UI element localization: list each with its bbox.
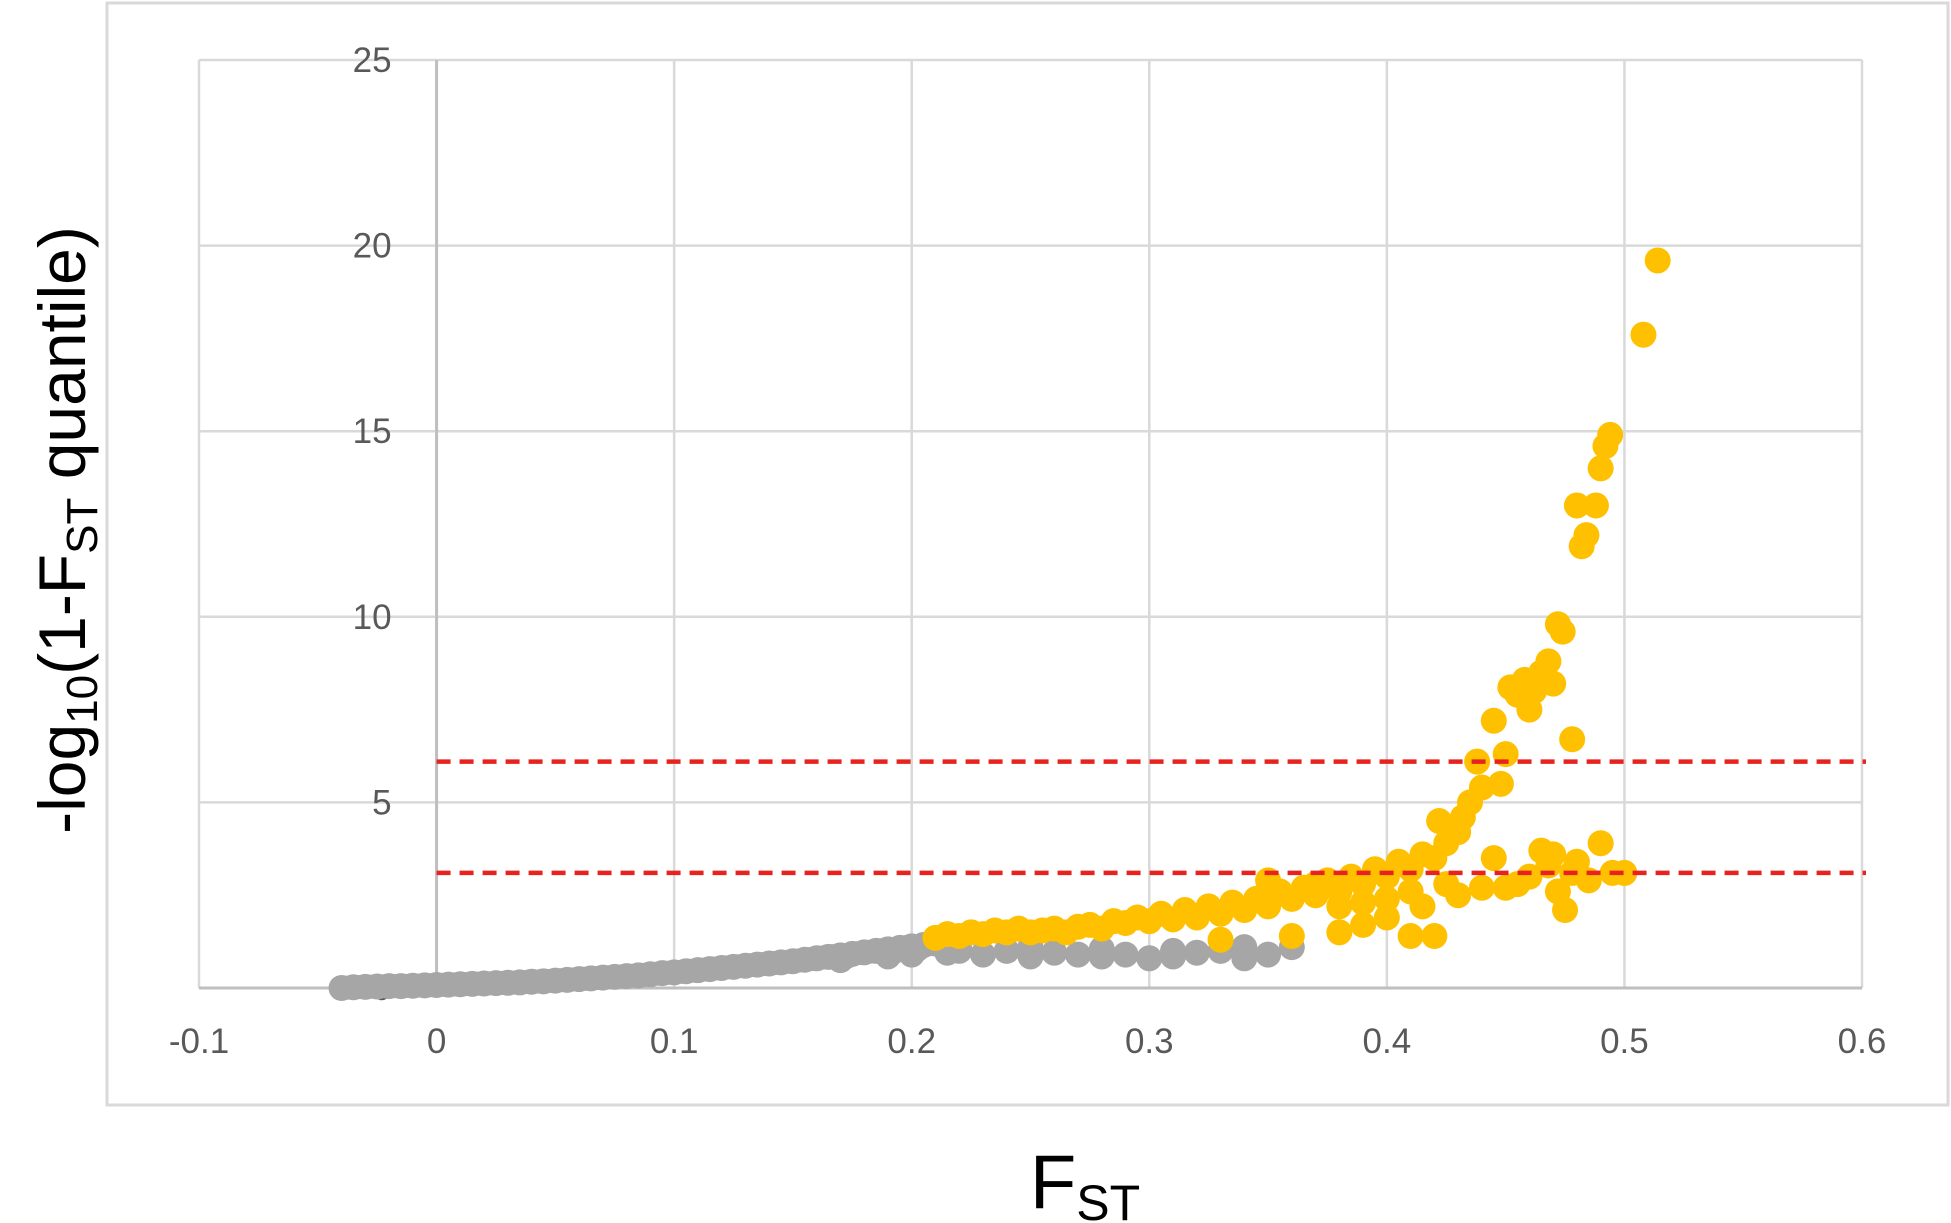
data-point bbox=[1397, 878, 1424, 905]
data-point bbox=[993, 937, 1020, 964]
y-axis-title-sub1: 10 bbox=[58, 675, 107, 724]
data-point bbox=[1302, 871, 1329, 898]
data-point bbox=[1183, 939, 1210, 966]
data-point bbox=[1540, 841, 1567, 868]
y-tick-label: 10 bbox=[353, 598, 392, 637]
y-axis-title: -log10(1-FST quantile) bbox=[25, 226, 107, 834]
x-tick-label: 0.3 bbox=[1125, 1022, 1174, 1061]
data-point bbox=[1136, 945, 1163, 972]
data-point bbox=[1421, 923, 1448, 950]
x-tick-label: 0.6 bbox=[1838, 1022, 1887, 1061]
x-tick-label: 0.5 bbox=[1600, 1022, 1649, 1061]
data-point bbox=[1433, 871, 1460, 898]
data-point bbox=[1041, 939, 1068, 966]
data-point bbox=[1549, 618, 1576, 645]
data-point bbox=[1480, 845, 1507, 872]
data-point bbox=[1563, 848, 1590, 875]
data-point bbox=[1278, 923, 1305, 950]
data-point bbox=[1630, 321, 1657, 348]
series-1 bbox=[922, 247, 1671, 953]
data-point bbox=[1480, 707, 1507, 734]
data-point bbox=[1255, 941, 1282, 968]
y-tick-label: 20 bbox=[353, 227, 392, 266]
y-axis-title-prefix: -log bbox=[25, 724, 99, 834]
data-point bbox=[1516, 863, 1543, 890]
data-point bbox=[1597, 421, 1624, 448]
data-point bbox=[1644, 247, 1671, 274]
data-point bbox=[1540, 670, 1567, 697]
data-points bbox=[328, 247, 1671, 1001]
data-point bbox=[1426, 807, 1453, 834]
threshold-lines bbox=[436, 759, 1866, 876]
y-tick-label: 25 bbox=[353, 41, 392, 80]
data-point bbox=[1065, 941, 1092, 968]
x-axis-title: FST bbox=[1030, 1140, 1140, 1223]
data-point bbox=[1397, 923, 1424, 950]
data-point bbox=[1573, 522, 1600, 549]
data-point bbox=[1231, 934, 1258, 961]
data-point bbox=[1587, 830, 1614, 857]
data-point bbox=[1350, 911, 1377, 938]
data-point bbox=[1160, 937, 1187, 964]
y-axis-title-sub2: ST bbox=[58, 498, 107, 554]
data-point bbox=[1611, 859, 1638, 886]
data-point bbox=[1563, 492, 1590, 519]
data-point bbox=[969, 941, 996, 968]
data-point bbox=[1373, 904, 1400, 931]
data-point bbox=[1552, 897, 1579, 924]
data-point bbox=[1559, 726, 1586, 753]
series-0 bbox=[328, 930, 1305, 1001]
x-tick-label: 0.4 bbox=[1363, 1022, 1412, 1061]
data-point bbox=[1207, 926, 1234, 953]
tick-labels: -0.100.10.20.30.40.50.60510152025 bbox=[169, 41, 1886, 1061]
data-point bbox=[1112, 941, 1139, 968]
x-tick-label: 0 bbox=[427, 1022, 446, 1061]
x-tick-label: 0.1 bbox=[650, 1022, 699, 1061]
y-axis-title-mid: (1-F bbox=[25, 554, 99, 675]
data-point bbox=[1468, 874, 1495, 901]
data-point bbox=[1326, 893, 1353, 920]
data-point bbox=[1487, 770, 1514, 797]
data-point bbox=[1582, 492, 1609, 519]
data-point bbox=[1535, 648, 1562, 675]
y-tick-label: 5 bbox=[372, 783, 391, 822]
data-point bbox=[1587, 455, 1614, 482]
y-tick-label: 15 bbox=[353, 412, 392, 451]
data-point bbox=[1326, 919, 1353, 946]
data-point bbox=[1088, 936, 1115, 963]
x-tick-label: -0.1 bbox=[169, 1022, 229, 1061]
x-tick-label: 0.2 bbox=[887, 1022, 936, 1061]
data-point bbox=[1373, 885, 1400, 912]
data-point bbox=[1350, 889, 1377, 916]
x-axis-title-main: F bbox=[1030, 1140, 1076, 1223]
y-axis-title-suffix: quantile) bbox=[25, 226, 99, 498]
x-axis-title-sub: ST bbox=[1076, 1175, 1140, 1223]
